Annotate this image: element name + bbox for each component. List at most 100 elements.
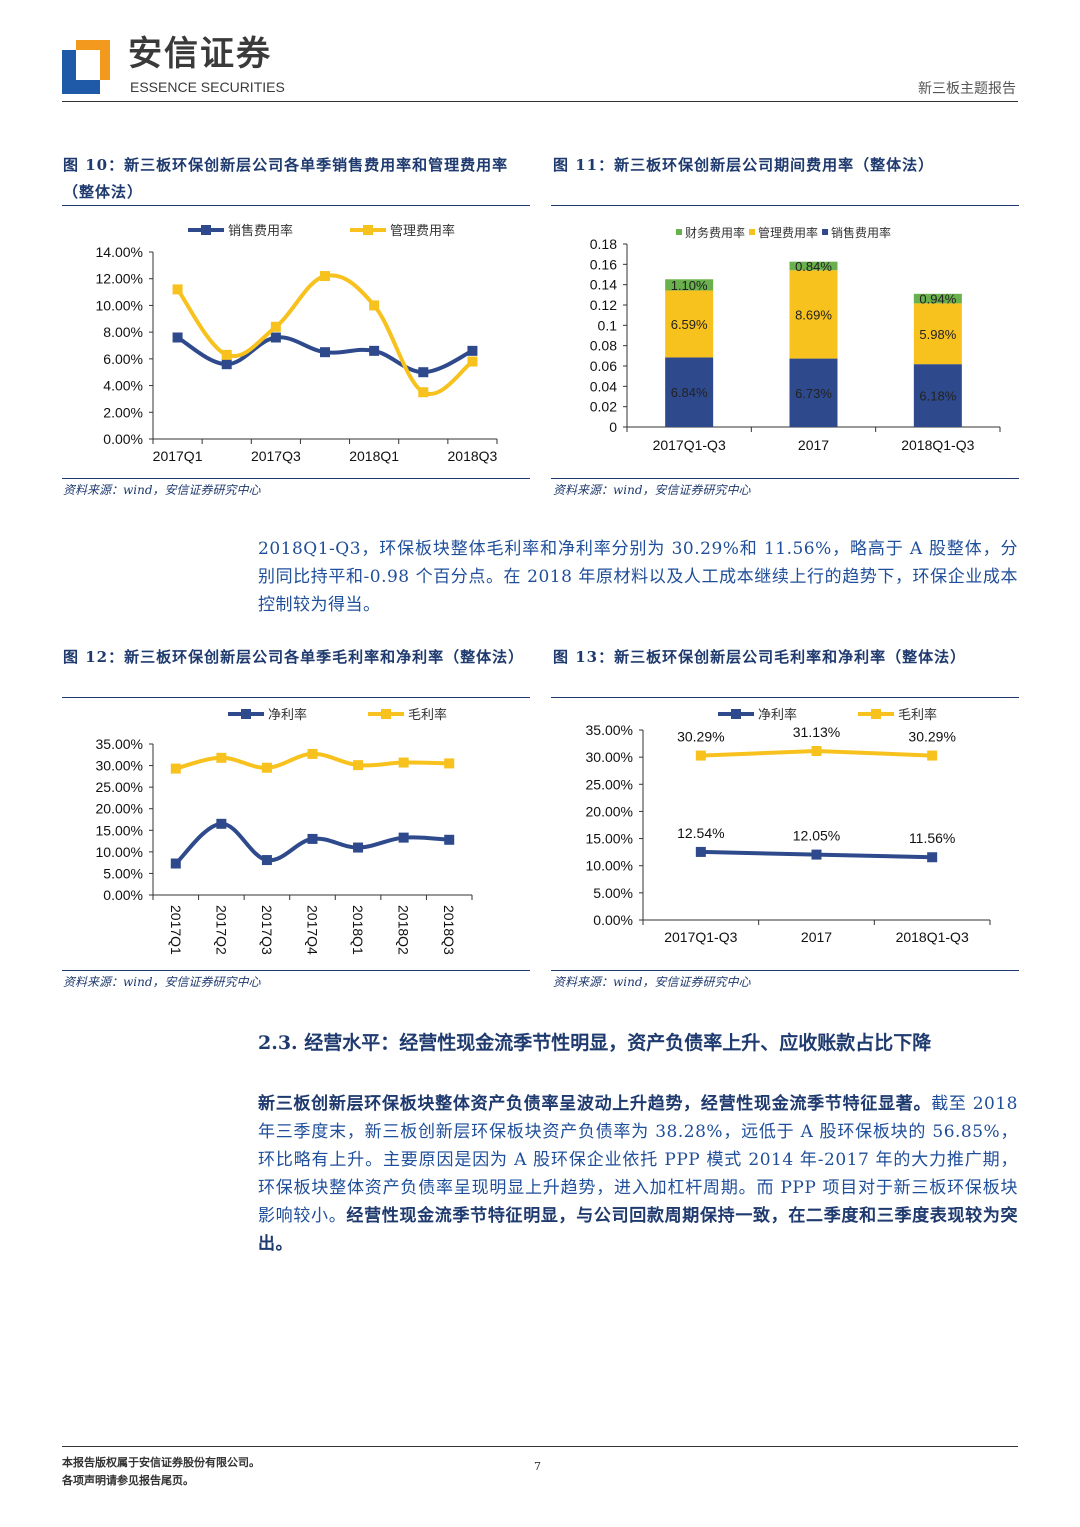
fig13-data-label: 30.29%	[677, 729, 724, 745]
fig10-data-point	[418, 367, 429, 378]
fig12-x-tick-label: 2017Q2	[213, 905, 229, 955]
fig11-data-label: 6.84%	[671, 385, 708, 400]
fig13-y-tick-label: 5.00%	[593, 885, 633, 901]
fig12-data-point	[307, 833, 318, 844]
fig13-data-point	[811, 849, 822, 860]
fig12-y-tick-label: 25.00%	[96, 779, 143, 795]
fig11-bar-segment	[789, 358, 838, 427]
fig12-legend-marker	[381, 709, 391, 719]
fig10-legend-label: 管理费用率	[390, 223, 455, 238]
fig11-data-label: 0.94%	[919, 292, 956, 307]
fig12-y-tick-label: 15.00%	[96, 822, 143, 838]
fig13-data-label: 31.13%	[793, 724, 840, 740]
fig12-data-point	[261, 855, 272, 866]
fig11-bar-segment	[665, 357, 714, 427]
fig10-data-point	[172, 284, 183, 295]
fig10-x-tick-label: 2018Q1	[349, 448, 399, 464]
fig13-data-point	[811, 746, 822, 757]
fig11-y-tick-label: 0	[609, 419, 617, 435]
paragraph-margins: 2018Q1-Q3，环保板块整体毛利率和净利率分别为 30.29%和 11.56…	[258, 539, 1018, 615]
fig11-y-tick-label: 0.14	[590, 277, 617, 293]
fig10-data-point	[369, 300, 380, 311]
fig13-y-tick-label: 15.00%	[586, 831, 633, 847]
fig10-caption: 图 10：新三板环保创新层公司各单季销售费用率和管理费用率（整体法）	[63, 156, 509, 201]
fig12-y-tick-label: 20.00%	[96, 801, 143, 817]
fig12-y-tick-label: 35.00%	[96, 736, 143, 752]
fig12-y-tick-label: 30.00%	[96, 758, 143, 774]
para-bold-1: 新三板创新层环保板块整体资产负债率呈波动上升趋势，经营性现金流季节特征显著。	[258, 1094, 932, 1114]
fig13-x-tick-label: 2017Q1-Q3	[664, 929, 737, 945]
para-bold-2: 经营性现金流季节特征明显，与公司回款周期保持一致，在二季度和三季度表现较为突出。	[258, 1206, 1019, 1254]
report-type: 新三板主题报告	[918, 81, 1016, 97]
fig11-bottom-rule	[551, 478, 1019, 479]
section-paragraph: 新三板创新层环保板块整体资产负债率呈波动上升趋势，经营性现金流季节特征显著。截至…	[258, 1090, 1018, 1258]
fig11-x-tick-label: 2017Q1-Q3	[653, 437, 726, 453]
fig11-data-label: 8.69%	[795, 307, 832, 322]
fig10-y-tick-label: 4.00%	[103, 378, 143, 394]
fig12-x-tick-label: 2017Q4	[305, 905, 321, 955]
brand-name-en: ESSENCE SECURITIES	[130, 79, 285, 95]
fig13-y-tick-label: 35.00%	[586, 722, 633, 738]
fig13-y-tick-label: 10.00%	[586, 858, 633, 874]
footer-line2: 各项声明请参见报告尾页。	[62, 1474, 194, 1487]
fig13-bottom-rule	[551, 970, 1019, 971]
fig13-legend-marker	[871, 709, 881, 719]
fig12-y-tick-label: 10.00%	[96, 844, 143, 860]
fig10-legend-marker	[201, 225, 211, 235]
fig11-y-tick-label: 0.04	[590, 378, 617, 394]
fig13-data-label: 12.54%	[677, 825, 724, 841]
fig12-data-point	[170, 858, 181, 869]
fig11-x-tick-label: 2018Q1-Q3	[901, 437, 974, 453]
fig12-rule	[62, 697, 530, 698]
fig10-data-point	[418, 387, 429, 398]
header-rule	[62, 101, 1018, 102]
fig12-y-tick-label: 5.00%	[103, 865, 143, 881]
fig12-data-point	[170, 763, 181, 774]
fig10-data-point	[467, 356, 478, 367]
fig11-data-label: 0.84%	[795, 259, 832, 274]
fig10-y-tick-label: 6.00%	[103, 351, 143, 367]
fig10-data-point	[221, 349, 232, 360]
fig12-caption: 图 12：新三板环保创新层公司各单季毛利率和净利率（整体法）	[63, 648, 525, 666]
fig12-x-tick-label: 2017Q3	[259, 905, 275, 955]
fig10-x-tick-label: 2017Q1	[153, 448, 203, 464]
fig10-x-tick-label: 2017Q3	[251, 448, 301, 464]
fig11-data-label: 6.18%	[919, 389, 956, 404]
footer-copyright: 本报告版权属于安信证券股份有限公司。 各项声明请参见报告尾页。	[62, 1454, 260, 1490]
fig10-data-point	[270, 321, 281, 332]
fig12-source: 资料来源：wind，安信证券研究中心	[63, 975, 261, 989]
fig13-data-point	[927, 852, 938, 863]
fig13-data-point	[695, 846, 706, 857]
fig13-x-tick-label: 2017	[801, 929, 832, 945]
fig12-legend-marker	[241, 709, 251, 719]
fig11-bar-segment	[665, 290, 714, 358]
fig10-data-point	[467, 345, 478, 356]
fig13-y-tick-label: 20.00%	[586, 803, 633, 819]
fig13-y-tick-label: 25.00%	[586, 776, 633, 792]
fig10-data-point	[320, 271, 330, 282]
fig11-data-label: 6.73%	[795, 386, 832, 401]
fig13-data-point	[695, 750, 706, 761]
fig10-y-tick-label: 14.00%	[96, 244, 143, 260]
section-heading: 2.3. 经营水平：经营性现金流季节性明显，资产负债率上升、应收账款占比下降	[258, 1032, 932, 1054]
fig13-legend-label: 毛利率	[898, 707, 937, 722]
fig11-y-tick-label: 0.02	[590, 399, 617, 415]
fig12-data-point	[216, 752, 227, 763]
footer-rule	[62, 1446, 1018, 1447]
fig13-data-point	[927, 750, 938, 761]
fig11-y-tick-label: 0.08	[590, 338, 617, 354]
fig11-y-tick-label: 0.06	[590, 358, 617, 374]
fig11-rule	[551, 205, 1019, 206]
fig10-bottom-rule	[62, 478, 530, 479]
fig11-y-tick-label: 0.16	[590, 256, 617, 272]
fig10-y-tick-label: 2.00%	[103, 404, 143, 420]
fig13-data-label: 12.05%	[793, 828, 840, 844]
fig13-data-label: 30.29%	[908, 729, 955, 745]
fig12-legend-label: 净利率	[268, 707, 307, 722]
fig11-legend-label: 财务费用率	[685, 225, 745, 240]
fig11-source: 资料来源：wind，安信证券研究中心	[553, 483, 751, 497]
fig11-legend-swatch	[822, 229, 829, 235]
fig13-caption: 图 13：新三板环保创新层公司毛利率和净利率（整体法）	[553, 648, 967, 666]
fig11-data-label: 5.98%	[919, 327, 956, 342]
fig10-y-tick-label: 0.00%	[103, 431, 143, 447]
